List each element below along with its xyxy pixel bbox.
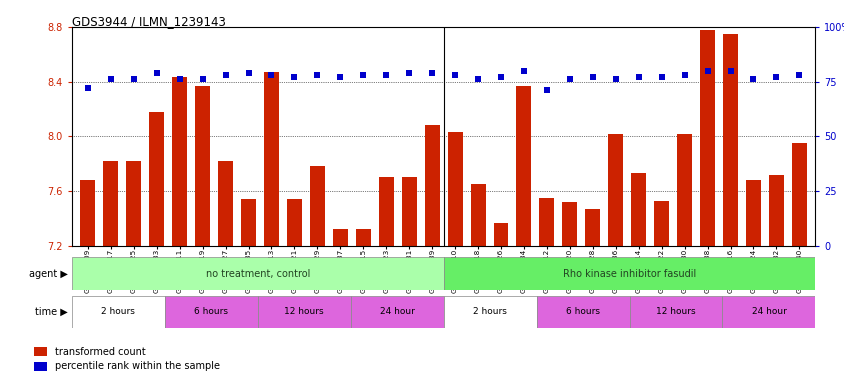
Point — [264, 72, 278, 78]
Bar — [629, 296, 722, 328]
Bar — [149, 112, 164, 246]
Point — [586, 74, 599, 80]
Bar — [608, 134, 623, 246]
Point — [379, 72, 392, 78]
Point — [219, 72, 232, 78]
Bar — [562, 202, 576, 246]
Bar — [676, 134, 691, 246]
Point — [654, 74, 668, 80]
Text: 12 hours: 12 hours — [656, 308, 695, 316]
Bar — [172, 78, 187, 246]
Bar — [700, 30, 714, 246]
Bar — [401, 177, 416, 246]
Bar — [355, 229, 371, 246]
Bar — [165, 296, 257, 328]
Point — [127, 76, 140, 83]
Point — [402, 70, 415, 76]
Text: 24 hour: 24 hour — [750, 308, 786, 316]
Point — [287, 74, 300, 80]
Text: 2 hours: 2 hours — [101, 308, 135, 316]
Bar — [103, 161, 118, 246]
Bar — [745, 180, 760, 246]
Bar — [516, 86, 531, 246]
Bar — [80, 180, 95, 246]
Bar — [443, 296, 536, 328]
Point — [196, 76, 209, 83]
Text: Rho kinase inhibitor fasudil: Rho kinase inhibitor fasudil — [562, 268, 695, 279]
Text: 2 hours: 2 hours — [473, 308, 506, 316]
Text: time ▶: time ▶ — [35, 307, 68, 317]
Text: GDS3944 / ILMN_1239143: GDS3944 / ILMN_1239143 — [72, 15, 225, 28]
Point — [769, 74, 782, 80]
Point — [471, 76, 484, 83]
Point — [81, 85, 95, 91]
Bar — [425, 125, 439, 246]
Point — [494, 74, 507, 80]
Bar — [722, 296, 814, 328]
Text: 6 hours: 6 hours — [194, 308, 228, 316]
Point — [104, 76, 117, 83]
Point — [700, 68, 713, 74]
Point — [173, 76, 187, 83]
Point — [723, 68, 737, 74]
Bar — [333, 229, 348, 246]
Point — [517, 68, 530, 74]
Point — [149, 70, 163, 76]
Text: 6 hours: 6 hours — [565, 308, 599, 316]
Point — [311, 72, 324, 78]
Bar — [585, 209, 599, 246]
Point — [333, 74, 347, 80]
Point — [448, 72, 462, 78]
Bar — [447, 132, 462, 246]
Text: 12 hours: 12 hours — [284, 308, 323, 316]
Bar — [310, 166, 324, 246]
Point — [425, 70, 438, 76]
Point — [792, 72, 805, 78]
Bar — [768, 175, 783, 246]
Bar — [443, 257, 814, 290]
Point — [677, 72, 690, 78]
Bar — [72, 257, 443, 290]
Text: no treatment, control: no treatment, control — [205, 268, 310, 279]
Bar — [287, 199, 301, 246]
Point — [241, 70, 255, 76]
Point — [356, 72, 370, 78]
Point — [746, 76, 760, 83]
Bar — [653, 200, 668, 246]
Bar — [493, 222, 508, 246]
Bar — [241, 199, 256, 246]
Bar — [195, 86, 210, 246]
Point — [609, 76, 622, 83]
Bar — [538, 198, 554, 246]
Text: 24 hour: 24 hour — [379, 308, 414, 316]
Bar — [350, 296, 443, 328]
Bar — [470, 184, 485, 246]
Bar — [722, 34, 737, 246]
Bar — [72, 296, 165, 328]
Bar — [791, 143, 806, 246]
Point — [631, 74, 645, 80]
Bar — [218, 161, 233, 246]
Bar — [34, 362, 46, 371]
Point — [562, 76, 576, 83]
Bar — [630, 173, 646, 246]
Text: transformed count: transformed count — [55, 347, 145, 357]
Bar — [263, 72, 279, 246]
Bar — [257, 296, 350, 328]
Bar — [34, 347, 46, 356]
Point — [539, 87, 553, 93]
Bar — [127, 161, 141, 246]
Text: percentile rank within the sample: percentile rank within the sample — [55, 361, 219, 371]
Bar — [536, 296, 629, 328]
Bar — [378, 177, 393, 246]
Text: agent ▶: agent ▶ — [29, 268, 68, 279]
